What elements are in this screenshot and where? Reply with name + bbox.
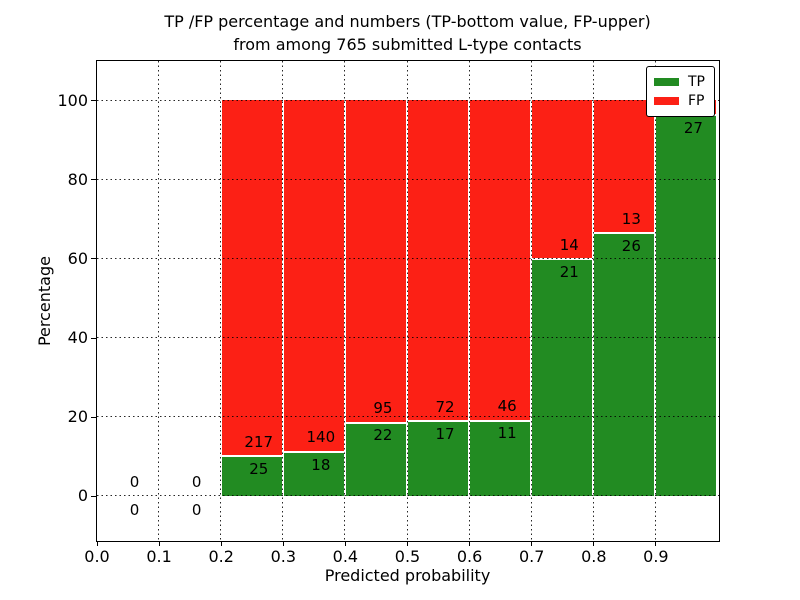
x-axis-label: Predicted probability [324, 566, 491, 585]
vertical-gridline [344, 60, 346, 541]
x-tick-mark [344, 541, 346, 546]
bar-fp-0.4 [345, 100, 406, 422]
y-tick-label: 100 [57, 90, 88, 110]
bar-label-fp-0.7: 14 [559, 235, 579, 254]
bar-label-fp-0.8: 13 [621, 209, 641, 228]
bar-label-tp-0.3: 18 [311, 455, 331, 474]
bar-label-fp-0.4: 95 [373, 399, 393, 418]
chart-title-line2: from among 765 submitted L-type contacts [233, 35, 582, 54]
x-tick-mark [407, 541, 408, 546]
bar-label-fp-0.3: 140 [306, 428, 336, 447]
legend-item-fp: FP [654, 91, 707, 110]
x-tick-label: 0.5 [394, 547, 421, 566]
bar-label-tp-0.2: 25 [249, 459, 269, 478]
x-tick-mark [220, 541, 222, 546]
y-tick-label: 0 [77, 486, 88, 506]
x-tick-label: 0.9 [643, 547, 669, 566]
x-tick-mark [158, 541, 160, 546]
bar-label-tp-0.6: 11 [497, 424, 517, 443]
vertical-gridline [282, 60, 284, 541]
y-axis-label: Percentage [35, 256, 54, 347]
y-tick-label: 80 [67, 169, 88, 189]
y-tick-mark [91, 179, 96, 181]
bar-fp-0.5 [408, 100, 469, 421]
y-tick-mark [91, 258, 96, 260]
horizontal-gridline [96, 257, 719, 259]
vertical-gridline [468, 60, 470, 541]
bar-label-tp-0.1: 0 [191, 500, 202, 519]
tp-swatch-icon [654, 77, 679, 86]
bar-label-tp-0.9: 27 [683, 119, 703, 138]
bar-label-fp-0.5: 72 [435, 397, 455, 416]
x-tick-label: 0.8 [581, 547, 607, 566]
y-tick-mark [91, 416, 96, 418]
bar-label-tp-0.4: 22 [373, 426, 393, 445]
bar-label-tp-0.7: 21 [559, 263, 579, 282]
x-tick-mark [96, 541, 98, 546]
chart-title: TP /FP percentage and numbers (TP-bottom… [97, 10, 718, 56]
bar-tp-0.6 [470, 419, 531, 496]
bar-tp-0.9 [656, 114, 717, 496]
legend-item-tp: TP [654, 72, 707, 91]
x-tick-mark [469, 541, 471, 546]
bar-label-tp-0.5: 17 [435, 425, 455, 444]
x-tick-mark [282, 541, 284, 546]
bar-label-fp-0: 0 [129, 473, 140, 492]
x-tick-mark [593, 541, 595, 546]
vertical-gridline [406, 60, 408, 541]
horizontal-gridline [96, 416, 719, 418]
y-tick-mark [91, 495, 96, 497]
x-tick-label: 0.2 [208, 547, 234, 566]
bar-label-fp-0.6: 46 [497, 397, 517, 416]
x-tick-mark [655, 541, 657, 546]
bar-tp-0.4 [345, 421, 406, 496]
x-tick-label: 0.4 [332, 547, 359, 566]
horizontal-gridline [96, 495, 719, 497]
bar-label-fp-0.2: 217 [244, 432, 274, 451]
y-tick-label: 40 [67, 328, 88, 348]
bar-tp-0.2 [221, 455, 282, 496]
x-tick-label: 0.6 [456, 547, 483, 566]
bar-fp-0.3 [283, 100, 344, 451]
bar-label-tp-0: 0 [129, 500, 140, 519]
vertical-gridline [530, 60, 532, 541]
bar-label-tp-0.8: 26 [621, 236, 641, 255]
x-tick-label: 0.7 [518, 547, 545, 566]
plot-canvas: 0 0 0 0 217 25 140 18 95 22 72 17 46 11 14 21 13 26 27 [96, 60, 719, 541]
bar-tp-0.7 [532, 258, 593, 496]
legend-label-tp: TP [688, 73, 705, 90]
x-tick-label: 0.1 [146, 547, 172, 566]
vertical-gridline [654, 60, 656, 541]
x-tick-mark [531, 541, 533, 546]
horizontal-gridline [96, 99, 719, 101]
bar-fp-0.6 [470, 100, 531, 420]
y-tick-mark [91, 337, 96, 339]
x-tick-label: 0.0 [84, 547, 110, 566]
plot-area: 0 0 0 0 217 25 140 18 95 22 72 17 46 11 14 21 13 26 27 [95, 59, 720, 542]
vertical-gridline [158, 60, 160, 541]
chart-title-line1: TP /FP percentage and numbers (TP-bottom… [164, 12, 651, 31]
bar-label-fp-0.1: 0 [191, 473, 202, 492]
y-tick-label: 20 [67, 407, 88, 427]
vertical-gridline [220, 60, 222, 541]
vertical-gridline [592, 60, 594, 541]
y-tick-label: 60 [67, 248, 88, 268]
bar-fp-0.8 [594, 100, 655, 233]
y-tick-mark [91, 100, 96, 102]
bar-tp-0.8 [594, 232, 655, 496]
x-tick-label: 0.3 [270, 547, 297, 566]
legend-label-fp: FP [688, 92, 705, 109]
fp-swatch-icon [654, 96, 679, 105]
bar-tp-0.5 [408, 420, 469, 496]
horizontal-gridline [96, 337, 719, 339]
bar-fp-0.2 [221, 100, 282, 456]
bar-tp-0.3 [283, 450, 344, 496]
horizontal-gridline [96, 178, 719, 180]
legend: TP FP [646, 66, 715, 117]
